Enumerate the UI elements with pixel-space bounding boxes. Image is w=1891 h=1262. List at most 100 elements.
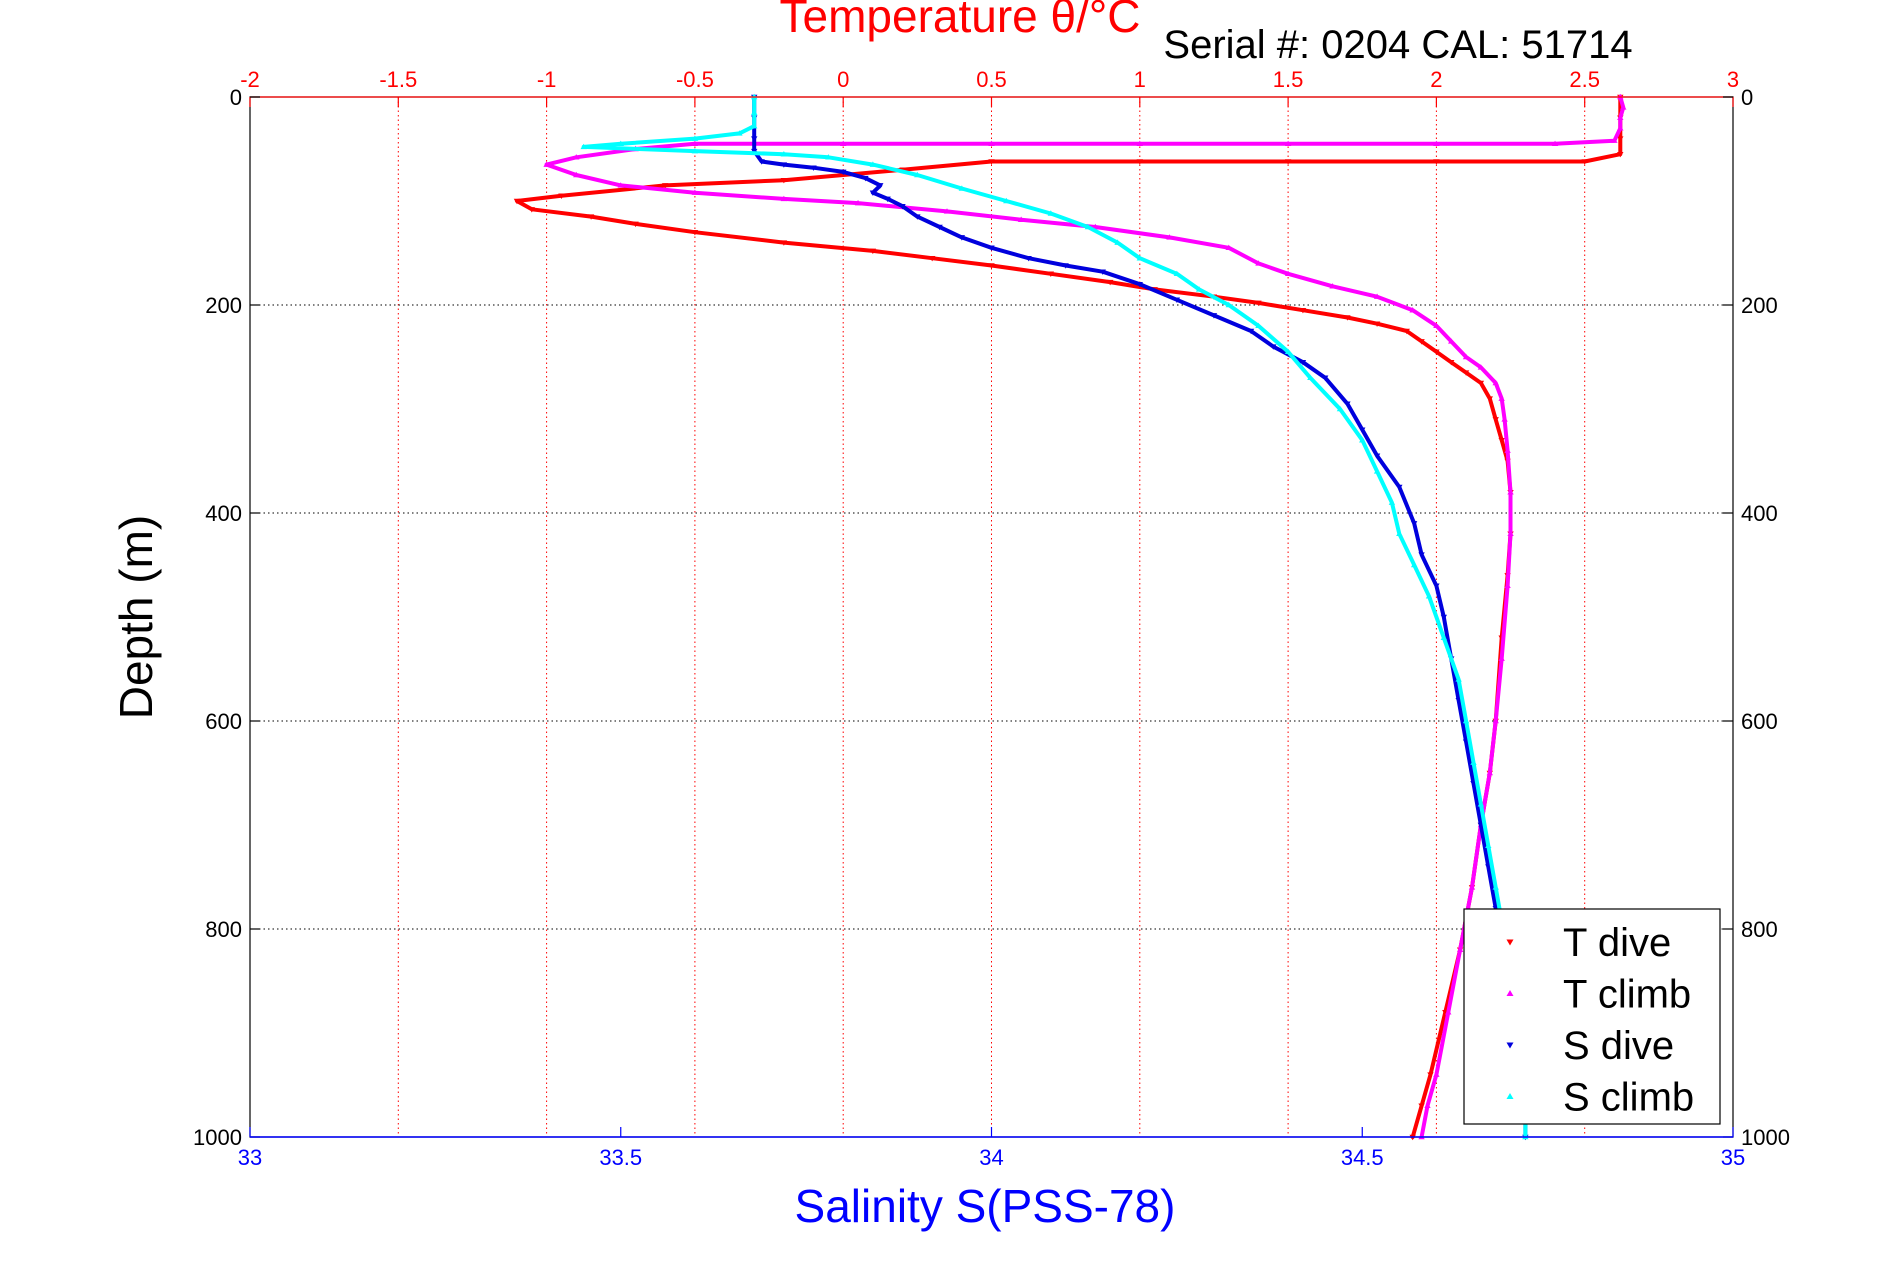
data-point xyxy=(758,159,765,165)
data-point xyxy=(1492,884,1499,890)
data-point xyxy=(1551,140,1559,147)
data-point xyxy=(958,185,966,191)
data-point xyxy=(1166,234,1173,240)
data-point xyxy=(1173,270,1181,277)
data-point xyxy=(1433,159,1440,165)
data-point xyxy=(543,161,550,167)
data-point xyxy=(1477,364,1485,370)
data-point xyxy=(1396,484,1403,491)
data-point xyxy=(1284,159,1292,165)
data-point xyxy=(1409,307,1416,313)
data-point xyxy=(1225,301,1232,308)
data-point xyxy=(1470,759,1477,765)
top-tick-label: 2 xyxy=(1430,67,1442,92)
left-tick-label: 200 xyxy=(205,293,242,318)
data-point xyxy=(1047,271,1055,277)
data-point xyxy=(1477,380,1485,387)
data-point xyxy=(1498,655,1505,661)
data-point xyxy=(1433,583,1440,589)
data-point xyxy=(1336,405,1344,412)
data-point xyxy=(1017,216,1025,222)
left-tick-label: 400 xyxy=(205,501,242,526)
data-point xyxy=(1448,338,1455,344)
data-point xyxy=(1403,328,1410,335)
legend-marker xyxy=(1506,1093,1514,1099)
right-tick-label: 600 xyxy=(1741,709,1778,734)
data-point xyxy=(1003,197,1010,204)
left-tick-label: 0 xyxy=(230,85,242,110)
bottom-tick-label: 33 xyxy=(238,1145,262,1170)
top-tick-label: 3 xyxy=(1727,67,1739,92)
top-tick-label: 0.5 xyxy=(976,67,1007,92)
data-point xyxy=(869,248,877,255)
data-point xyxy=(691,135,699,141)
data-point xyxy=(884,196,891,203)
data-point xyxy=(1284,140,1292,147)
bottom-tick-label: 33.5 xyxy=(599,1145,642,1170)
data-point xyxy=(751,136,758,142)
series-s-climb xyxy=(580,93,1529,1140)
data-point xyxy=(1136,159,1143,165)
data-point xyxy=(1247,328,1255,335)
right-tick-label: 200 xyxy=(1741,293,1778,318)
data-point xyxy=(914,171,921,178)
data-point xyxy=(899,203,906,210)
data-point xyxy=(1270,344,1277,350)
data-point xyxy=(1440,634,1448,641)
data-point xyxy=(1462,717,1470,724)
data-point xyxy=(1477,801,1485,807)
legend-label: T dive xyxy=(1563,921,1671,965)
data-point xyxy=(1136,140,1143,147)
data-point xyxy=(1136,255,1143,261)
data-point xyxy=(988,263,995,269)
data-point xyxy=(780,162,788,168)
bottom-tick-label: 34.5 xyxy=(1341,1145,1384,1170)
data-point xyxy=(988,245,995,251)
data-point xyxy=(1445,1009,1452,1015)
data-point xyxy=(617,182,624,188)
top-tick-label: 2.5 xyxy=(1569,67,1600,92)
right-tick-label: 800 xyxy=(1741,917,1778,942)
data-point xyxy=(587,214,595,220)
data-point xyxy=(1433,349,1440,355)
data-point xyxy=(1462,353,1470,360)
data-point xyxy=(1255,260,1262,266)
series-trace xyxy=(752,95,1528,1139)
right-tick-label: 0 xyxy=(1741,85,1753,110)
data-point xyxy=(558,193,565,199)
top-tick-label: -1 xyxy=(537,67,557,92)
data-point xyxy=(1329,283,1336,289)
data-point xyxy=(928,255,936,262)
data-point xyxy=(1114,239,1121,245)
data-point xyxy=(691,140,699,147)
bottom-tick-label: 35 xyxy=(1721,1145,1745,1170)
data-point xyxy=(1424,1102,1431,1109)
data-point xyxy=(1299,307,1307,314)
data-point xyxy=(1492,379,1499,386)
data-point xyxy=(1455,676,1462,682)
data-point xyxy=(1410,561,1418,568)
data-point xyxy=(1359,437,1366,443)
data-point xyxy=(1225,244,1232,251)
data-point xyxy=(1617,151,1624,158)
data-point xyxy=(1486,769,1493,776)
data-point xyxy=(573,154,580,160)
data-point xyxy=(1501,416,1508,422)
data-point xyxy=(1373,321,1381,327)
data-point xyxy=(1617,114,1624,121)
data-point xyxy=(840,140,847,147)
data-point xyxy=(1344,401,1351,407)
data-point xyxy=(1620,104,1627,110)
data-point xyxy=(780,195,788,202)
top-tick-label: -2 xyxy=(240,67,260,92)
data-point xyxy=(1418,339,1425,345)
data-point xyxy=(877,183,884,189)
data-point xyxy=(1195,286,1203,292)
data-point xyxy=(780,177,788,184)
data-point xyxy=(840,169,847,176)
legend-marker xyxy=(1506,939,1514,946)
data-point xyxy=(1173,297,1181,303)
data-point xyxy=(1062,263,1069,269)
data-point xyxy=(1255,322,1262,329)
chart-title: Temperature θ/°C xyxy=(780,0,1141,42)
